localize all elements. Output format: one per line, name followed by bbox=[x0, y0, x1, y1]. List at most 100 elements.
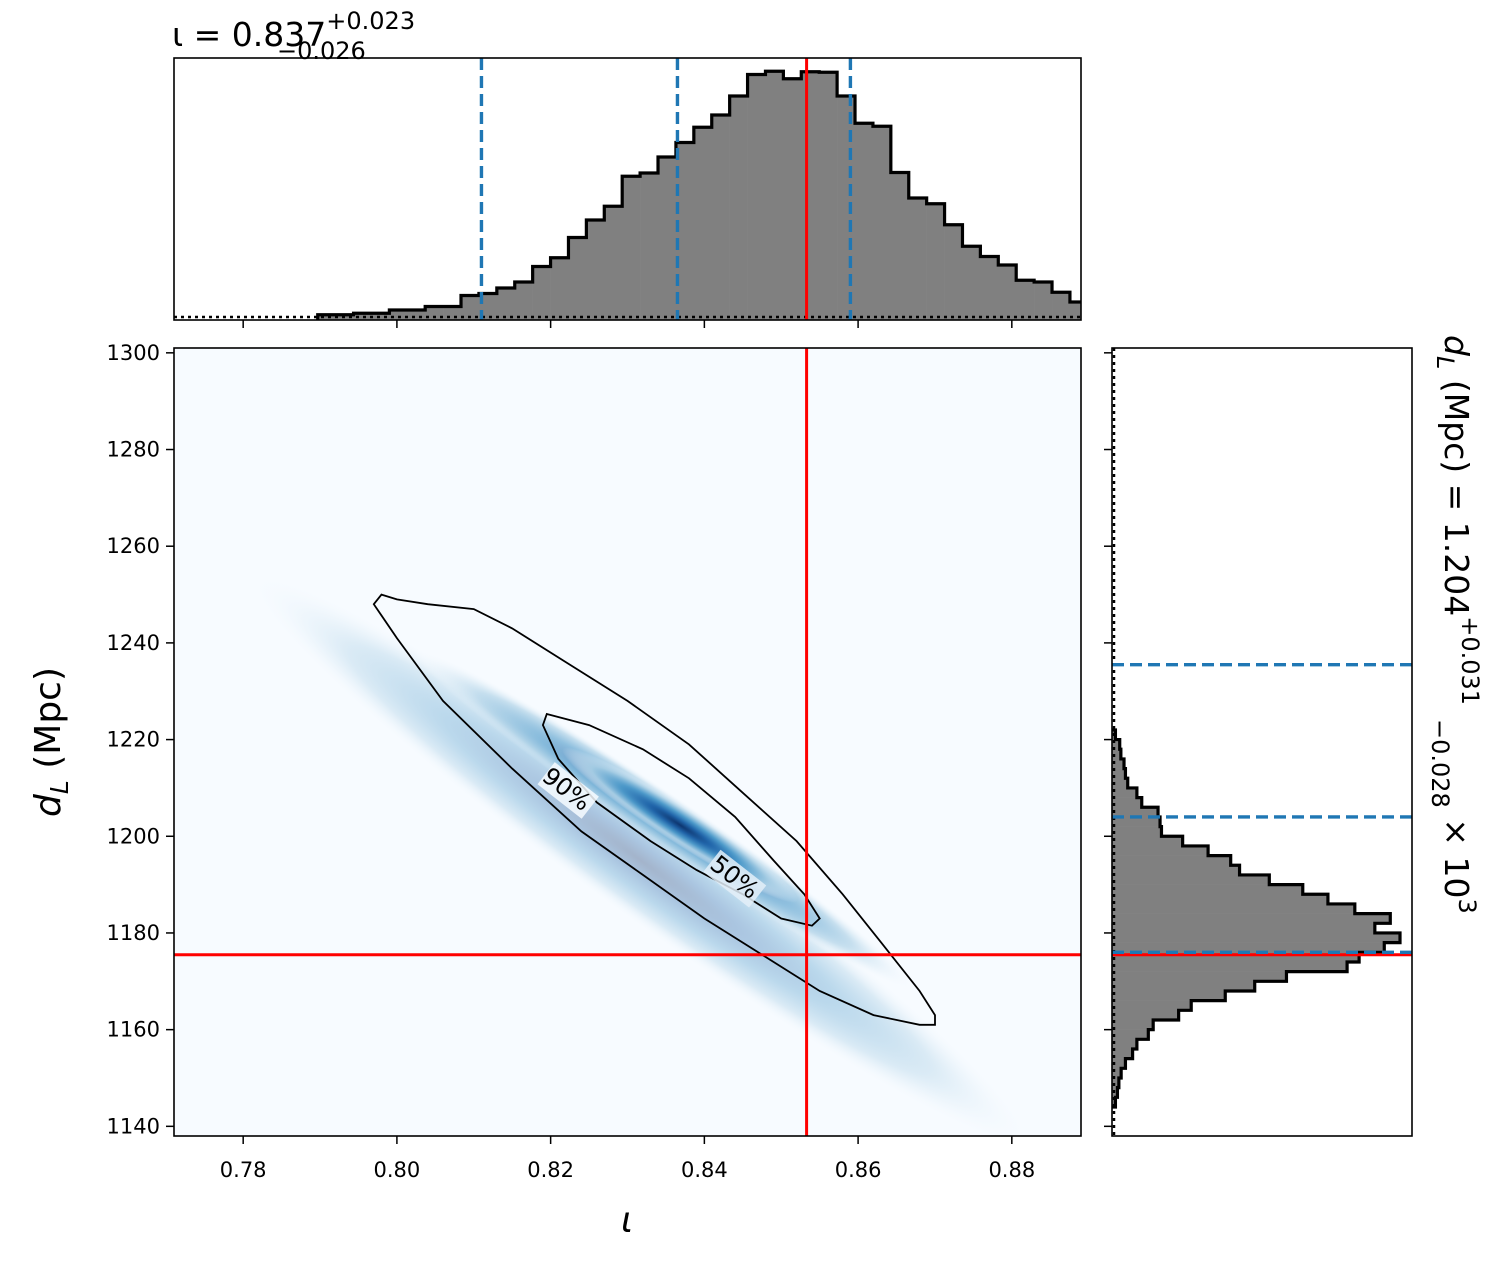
contour-label-gap bbox=[703, 849, 767, 908]
top-hist-bar bbox=[604, 206, 623, 320]
right-hist-bar bbox=[1112, 768, 1126, 779]
right-hist-bar bbox=[1112, 1077, 1119, 1088]
contour-90 bbox=[372, 593, 936, 1026]
right-hist-bar bbox=[1112, 894, 1328, 905]
right-hist-bar bbox=[1112, 826, 1162, 837]
right-hist-bar bbox=[1112, 961, 1348, 972]
joint-truth-lines bbox=[174, 348, 1081, 1136]
top-hist-bar bbox=[1142, 314, 1160, 320]
y-tick-label: 1260 bbox=[107, 534, 160, 558]
joint-x-ticks: 0.78 0.80 0.82 0.84 0.86 0.88 bbox=[220, 1136, 1035, 1182]
right-hist-bar bbox=[1112, 903, 1355, 914]
right-hist-bar bbox=[1112, 1010, 1179, 1021]
right-hist-bar bbox=[1112, 884, 1303, 895]
top-hist-bar bbox=[1069, 302, 1081, 320]
right-hist-bar bbox=[1112, 739, 1120, 750]
top-hist-bar bbox=[783, 78, 802, 320]
density-halo bbox=[250, 574, 1030, 1136]
top-hist-bar bbox=[568, 237, 587, 320]
top-hist-bar bbox=[317, 314, 336, 320]
top-hist-bar bbox=[962, 246, 981, 320]
right-hist-bar bbox=[1112, 797, 1142, 808]
x-tick-label: 0.82 bbox=[527, 1158, 574, 1182]
right-hist-bar bbox=[1112, 749, 1121, 760]
right-hist-bar bbox=[1112, 971, 1287, 982]
right-hist-bar bbox=[1112, 981, 1255, 992]
top-hist-bar bbox=[944, 224, 963, 320]
top-hist-bar bbox=[425, 306, 444, 320]
right-hist-bar bbox=[1112, 1097, 1116, 1108]
right-hist-bar bbox=[1112, 845, 1209, 856]
top-hist-bar bbox=[693, 127, 713, 320]
top-hist-bar bbox=[855, 123, 874, 320]
right-histogram-bars bbox=[1112, 348, 1402, 1136]
top-hist-bar bbox=[586, 220, 605, 320]
right-hist-bar bbox=[1112, 1048, 1133, 1059]
y-tick-label: 1280 bbox=[107, 438, 160, 462]
right-hist-bar bbox=[1112, 855, 1231, 866]
top-hist-bar bbox=[371, 313, 390, 320]
x-tick-label: 0.86 bbox=[835, 1158, 882, 1182]
top-hist-bar bbox=[801, 71, 820, 320]
top-hist-bar bbox=[1034, 282, 1053, 320]
top-hist-bar bbox=[1052, 292, 1071, 320]
right-hist-bar bbox=[1112, 1068, 1122, 1079]
top-hist-bar bbox=[407, 310, 426, 320]
top-histogram-ticks bbox=[242, 320, 1013, 328]
right-histogram-panel: dL (Mpc) = 1.204+0.031−0.028 × 103 bbox=[1104, 335, 1484, 1137]
y-axis-title: dL (Mpc) bbox=[28, 667, 74, 817]
y-tick-label: 1200 bbox=[107, 824, 160, 848]
top-histogram-lines bbox=[479, 58, 853, 320]
top-hist-bar bbox=[353, 313, 372, 320]
top-hist-bar bbox=[478, 293, 498, 320]
right-hist-bar bbox=[1112, 865, 1240, 876]
top-hist-bar bbox=[890, 172, 910, 320]
y-tick-label: 1160 bbox=[107, 1018, 160, 1042]
right-hist-bar bbox=[1112, 807, 1159, 818]
top-hist-bar bbox=[908, 198, 927, 320]
right-hist-bar bbox=[1112, 1019, 1154, 1030]
x-axis-title: ι bbox=[621, 1200, 633, 1241]
joint-y-ticks: 1140 1160 1180 1200 1220 1240 1260 1280 1300 bbox=[107, 341, 174, 1138]
right-hist-bar bbox=[1112, 932, 1400, 943]
y-tick-label: 1140 bbox=[107, 1114, 160, 1138]
top-hist-bar bbox=[980, 256, 999, 320]
top-hist-bar bbox=[1016, 280, 1035, 320]
top-hist-bar bbox=[675, 142, 695, 320]
y-tick-label: 1220 bbox=[107, 728, 160, 752]
x-tick-label: 0.84 bbox=[681, 1158, 728, 1182]
right-hist-bar bbox=[1112, 1058, 1126, 1069]
right-hist-bar bbox=[1112, 787, 1137, 798]
top-hist-bar bbox=[514, 282, 533, 320]
top-hist-bar bbox=[443, 306, 462, 320]
contour-label-gap bbox=[537, 762, 599, 819]
top-hist-bar bbox=[1088, 307, 1106, 320]
top-hist-bar bbox=[1124, 312, 1142, 320]
top-hist-bar bbox=[640, 173, 659, 320]
top-hist-bar bbox=[658, 157, 677, 320]
right-hist-bar bbox=[1112, 816, 1161, 827]
right-histogram-lines bbox=[1112, 662, 1412, 957]
y-tick-label: 1180 bbox=[107, 921, 160, 945]
right-hist-bar bbox=[1112, 758, 1125, 769]
y-tick-label: 1240 bbox=[107, 631, 160, 655]
joint-contours bbox=[372, 593, 936, 1026]
top-hist-bar bbox=[998, 265, 1017, 320]
top-hist-bar bbox=[532, 266, 551, 320]
top-hist-bar bbox=[765, 71, 784, 320]
top-hist-bar bbox=[747, 74, 766, 320]
top-hist-bar bbox=[872, 126, 892, 320]
joint-panel: 90% 50% 0.78 0.80 0.82 0.84 0.86 0.88 1140116… bbox=[28, 341, 1082, 1241]
right-hist-bar bbox=[1112, 913, 1391, 924]
top-hist-bar bbox=[389, 310, 408, 320]
right-histogram-title: dL (Mpc) = 1.204+0.031−0.028 × 103 bbox=[1426, 335, 1484, 914]
top-histogram-title: ι = 0.837+0.023 −0.026 bbox=[172, 7, 415, 65]
x-tick-label: 0.78 bbox=[220, 1158, 267, 1182]
right-hist-bar bbox=[1112, 1000, 1192, 1011]
x-tick-label: 0.80 bbox=[374, 1158, 421, 1182]
top-hist-bar bbox=[1106, 308, 1124, 320]
right-hist-bar bbox=[1112, 942, 1385, 953]
top-hist-bar bbox=[926, 203, 945, 320]
top-hist-bar bbox=[461, 295, 480, 320]
right-hist-bar bbox=[1112, 778, 1128, 789]
